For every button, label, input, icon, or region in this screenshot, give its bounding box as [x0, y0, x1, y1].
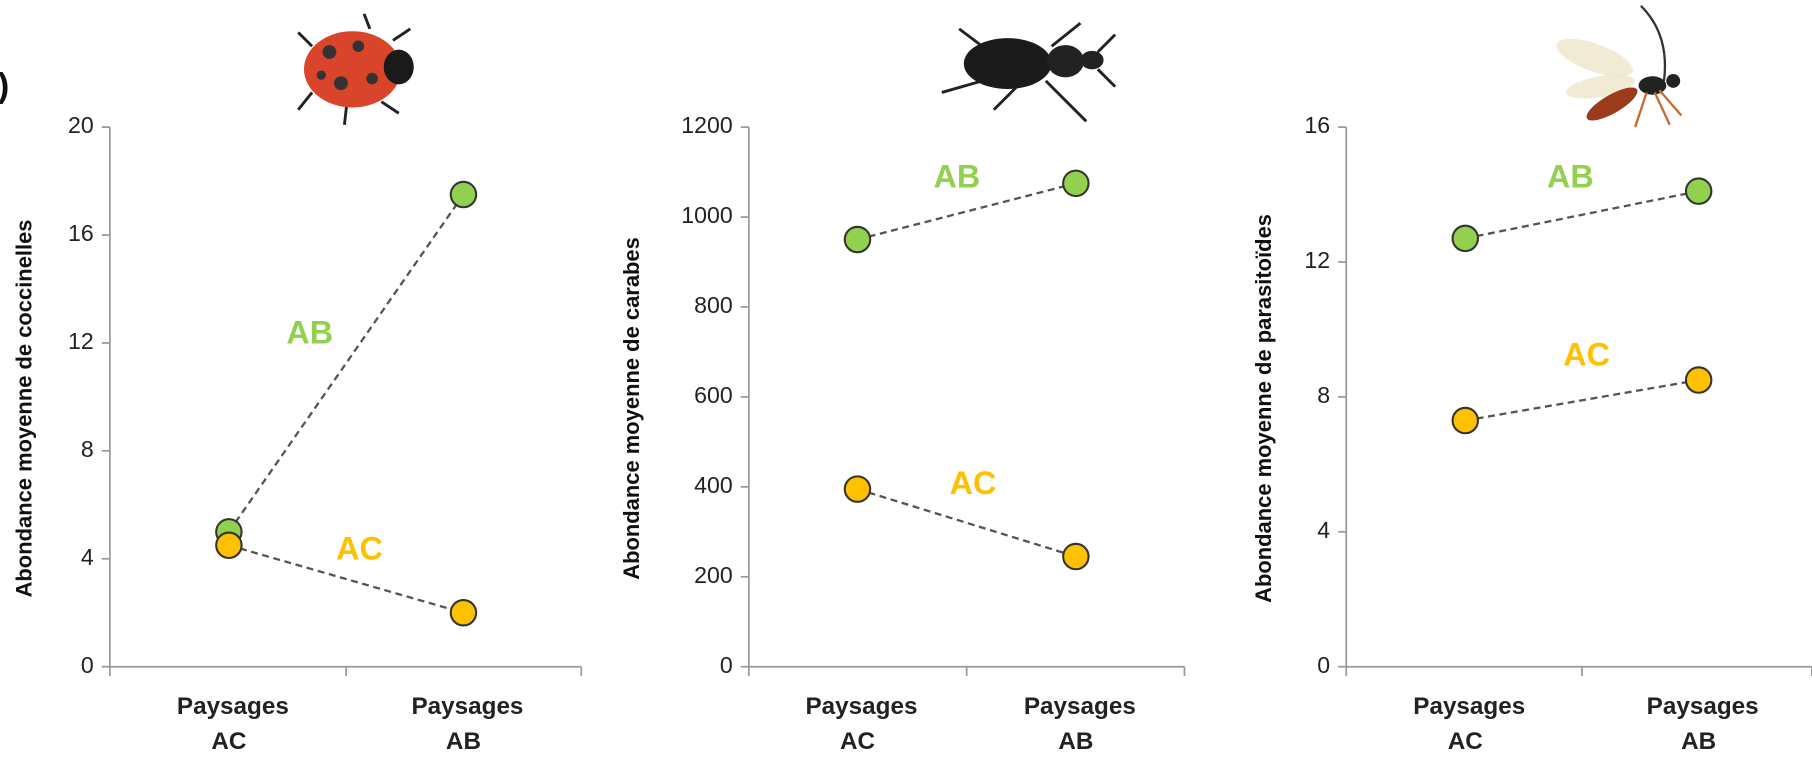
x-tick-label-box: Paysages AC: [1413, 693, 1526, 755]
y-tick-label: 1000: [681, 202, 732, 228]
series-line: [857, 487, 1077, 558]
x-tick-label: Paysages AB: [1646, 693, 1759, 755]
y-tick-label: 4: [81, 544, 94, 570]
series-line: [228, 544, 464, 614]
series-line: [1465, 378, 1699, 422]
point: [1451, 406, 1480, 435]
y-axis-label: Abondance moyenne de coccinelles: [11, 219, 36, 597]
beetle-icon: [941, 21, 1117, 123]
x-tick-label: Paysages AB: [1023, 693, 1136, 755]
series-label: AC: [336, 531, 383, 567]
series-line: [857, 182, 1077, 241]
point: [843, 475, 872, 503]
y-tick-label: 1200: [681, 112, 732, 138]
y-tick-label: 4: [1317, 517, 1330, 543]
point: [1684, 366, 1713, 394]
point: [1684, 177, 1713, 205]
panel-label: ): [0, 67, 9, 105]
y-axis-label: Abondance moyenne de parasitoïdes: [1251, 214, 1276, 603]
y-tick-label: 16: [1304, 112, 1330, 138]
y-tick-label: 0: [720, 652, 733, 678]
y-tick-label: 8: [1317, 382, 1330, 408]
x-tick-label: Paysages AB: [411, 693, 524, 755]
y-tick-label: 400: [694, 472, 733, 498]
y-tick-label: 800: [694, 292, 733, 318]
x-tick-label-box: Paysages AC: [805, 693, 918, 755]
point: [1062, 542, 1090, 571]
y-tick-label: 0: [81, 652, 94, 678]
series-label: AB: [1547, 159, 1594, 195]
x-tick-label-box: Paysages AB: [1023, 693, 1136, 755]
series-label: AB: [933, 159, 980, 195]
y-tick-label: 8: [81, 436, 94, 462]
y-axis-label: Abondance moyenne de carabes: [619, 237, 644, 580]
x-tick-label: Paysages AC: [1413, 693, 1526, 755]
point: [215, 531, 243, 560]
x-tick-label-box: Paysages AB: [1646, 693, 1759, 755]
point: [843, 225, 872, 254]
x-tick-label-box: Paysages AC: [176, 693, 289, 755]
series-label: AB: [286, 315, 333, 351]
ladybug-icon: [297, 13, 414, 125]
series-label: AC: [1563, 337, 1610, 373]
y-tick-label: 200: [694, 562, 733, 588]
point: [449, 599, 478, 627]
y-tick-label: 12: [68, 328, 94, 354]
point: [449, 180, 478, 209]
x-tick-label: Paysages AC: [805, 693, 918, 755]
y-tick-label: 0: [1317, 652, 1330, 678]
wasp-icon: [1556, 4, 1683, 128]
x-tick-label: Paysages AC: [176, 693, 289, 755]
point: [1062, 169, 1090, 198]
series-line: [1465, 190, 1699, 240]
point: [1451, 224, 1480, 253]
series-line: [227, 193, 465, 533]
y-tick-label: 600: [694, 382, 733, 408]
series-label: AC: [950, 465, 997, 501]
y-tick-label: 12: [1304, 247, 1330, 273]
y-tick-label: 16: [68, 220, 94, 246]
y-tick-label: 20: [68, 112, 94, 138]
x-tick-label-box: Paysages AB: [411, 693, 524, 755]
